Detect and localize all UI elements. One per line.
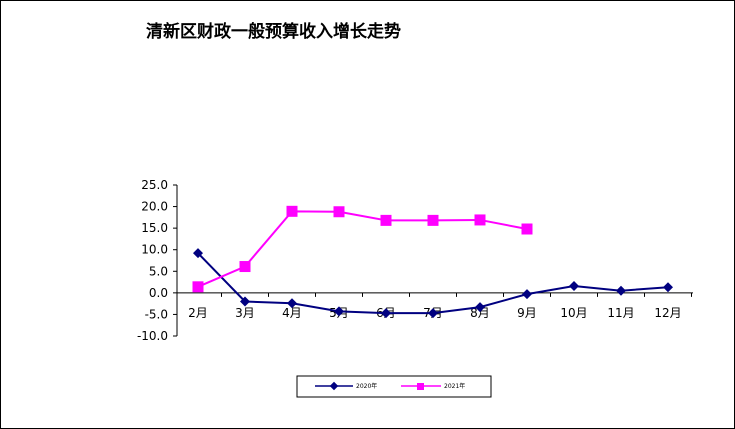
data-point xyxy=(333,206,345,218)
data-point xyxy=(663,282,673,293)
x-tick-label: 10月 xyxy=(560,306,587,320)
y-tick-label: 5.0 xyxy=(149,264,168,278)
x-tick-label: 2月 xyxy=(188,306,208,320)
data-point xyxy=(381,308,391,319)
data-point xyxy=(616,285,626,296)
series-line-1 xyxy=(197,210,528,288)
x-tick-label: 9月 xyxy=(517,306,537,320)
legend-label-2021: 2021年 xyxy=(444,382,465,390)
data-point xyxy=(475,302,485,313)
legend: 2020年 2021年 xyxy=(296,375,492,398)
series-layer xyxy=(192,205,673,319)
y-tick-label: 25.0 xyxy=(141,178,168,192)
data-point xyxy=(240,296,250,307)
y-tick-label: 0.0 xyxy=(149,286,168,300)
x-tick-label: 12月 xyxy=(654,306,681,320)
data-point xyxy=(521,223,533,235)
x-tick-label: 8月 xyxy=(470,306,490,320)
x-tick-label: 4月 xyxy=(282,306,302,320)
series-line-0 xyxy=(197,252,669,315)
y-tick-label: 10.0 xyxy=(141,243,168,257)
data-point xyxy=(569,280,579,291)
data-point xyxy=(522,289,532,300)
x-ticks: 2月3月4月5月6月7月8月9月10月11月12月 xyxy=(188,292,692,320)
y-tick-label: -5.0 xyxy=(145,307,168,321)
data-point xyxy=(286,205,298,217)
legend-marker-2020 xyxy=(329,381,339,391)
y-tick-label: -10.0 xyxy=(137,329,168,343)
data-point xyxy=(474,214,486,226)
data-point xyxy=(427,214,439,226)
y-tick-label: 20.0 xyxy=(141,200,168,214)
data-point xyxy=(287,298,297,309)
data-point xyxy=(193,248,203,259)
legend-box xyxy=(296,375,492,398)
axes xyxy=(176,185,693,336)
data-point xyxy=(192,281,204,293)
y-ticks: 25.0 20.0 15.0 10.0 5.0 0.0 -5.0 -10.0 xyxy=(137,178,177,343)
x-tick-label: 11月 xyxy=(607,306,634,320)
data-point xyxy=(334,306,344,317)
legend-marker-2021 xyxy=(417,383,424,390)
legend-label-2020: 2020年 xyxy=(356,382,377,390)
data-point xyxy=(428,308,438,319)
y-tick-label: 15.0 xyxy=(141,221,168,235)
data-point xyxy=(380,214,392,226)
x-tick-label: 3月 xyxy=(235,306,255,320)
data-point xyxy=(239,261,251,273)
chart-title: 清新区财政一般预算收入增长走势 xyxy=(146,21,401,42)
